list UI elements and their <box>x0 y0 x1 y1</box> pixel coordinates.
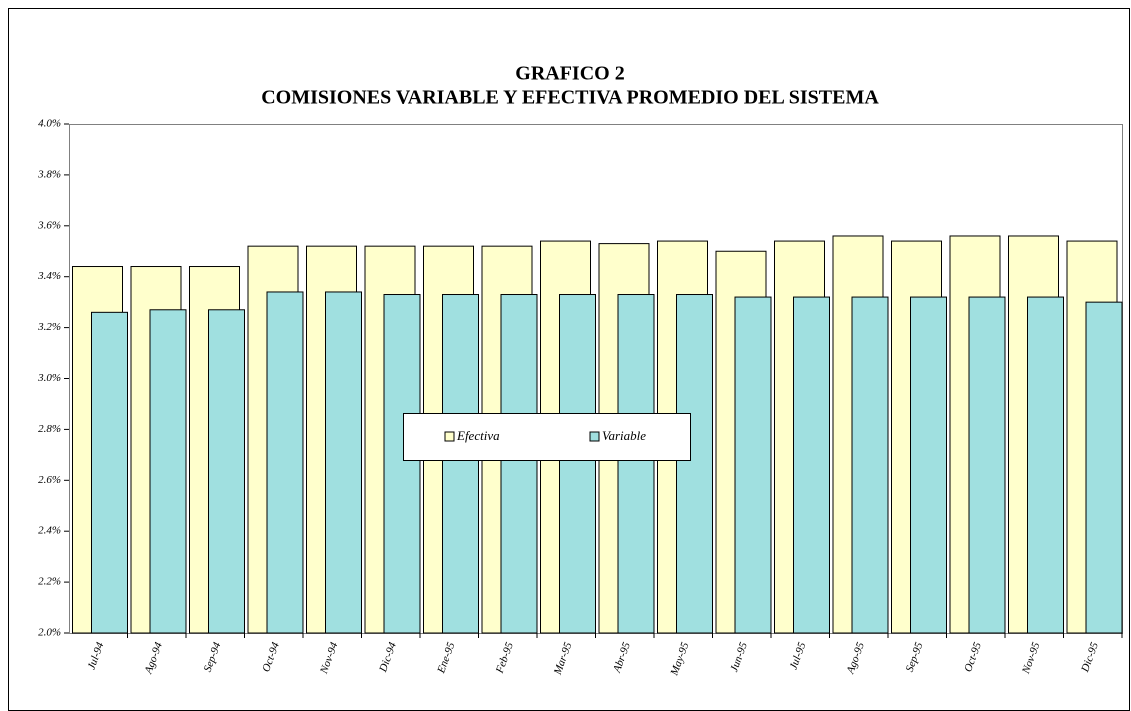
bar <box>266 291 304 634</box>
bar <box>910 296 947 634</box>
legend-swatch <box>589 431 600 442</box>
bar <box>442 294 479 634</box>
bar <box>208 309 245 634</box>
y-tick-label: 2.4% <box>38 525 61 537</box>
bar <box>793 296 830 634</box>
legend-swatch <box>444 431 455 442</box>
legend-label: Variable <box>602 428 646 443</box>
bar <box>1085 301 1123 634</box>
bar <box>968 296 1006 634</box>
bar <box>676 294 713 634</box>
y-tick-label: 2.2% <box>38 576 61 588</box>
bar <box>325 291 362 634</box>
bar <box>91 311 128 634</box>
chart-subtitle: COMISIONES VARIABLE Y EFECTIVA PROMEDIO … <box>261 87 879 109</box>
bar <box>500 294 538 634</box>
chart-title: GRAFICO 2 <box>515 63 624 85</box>
legend-label: Efectiva <box>456 428 500 443</box>
bar <box>383 294 421 634</box>
y-tick-label: 3.0% <box>37 372 61 384</box>
bar <box>149 309 187 634</box>
y-tick-label: 2.8% <box>38 423 61 435</box>
bar <box>559 294 596 634</box>
y-tick-label: 3.8% <box>37 168 61 180</box>
y-tick-label: 3.2% <box>37 321 61 333</box>
bar <box>1027 296 1064 634</box>
bar <box>617 294 655 634</box>
bar <box>734 296 772 634</box>
y-tick-label: 2.6% <box>38 474 61 486</box>
y-tick-label: 4.0% <box>38 118 61 130</box>
y-tick-label: 2.0% <box>38 627 61 639</box>
bar <box>851 296 889 634</box>
y-tick-label: 3.6% <box>37 219 61 231</box>
y-tick-label: 3.4% <box>37 270 61 282</box>
